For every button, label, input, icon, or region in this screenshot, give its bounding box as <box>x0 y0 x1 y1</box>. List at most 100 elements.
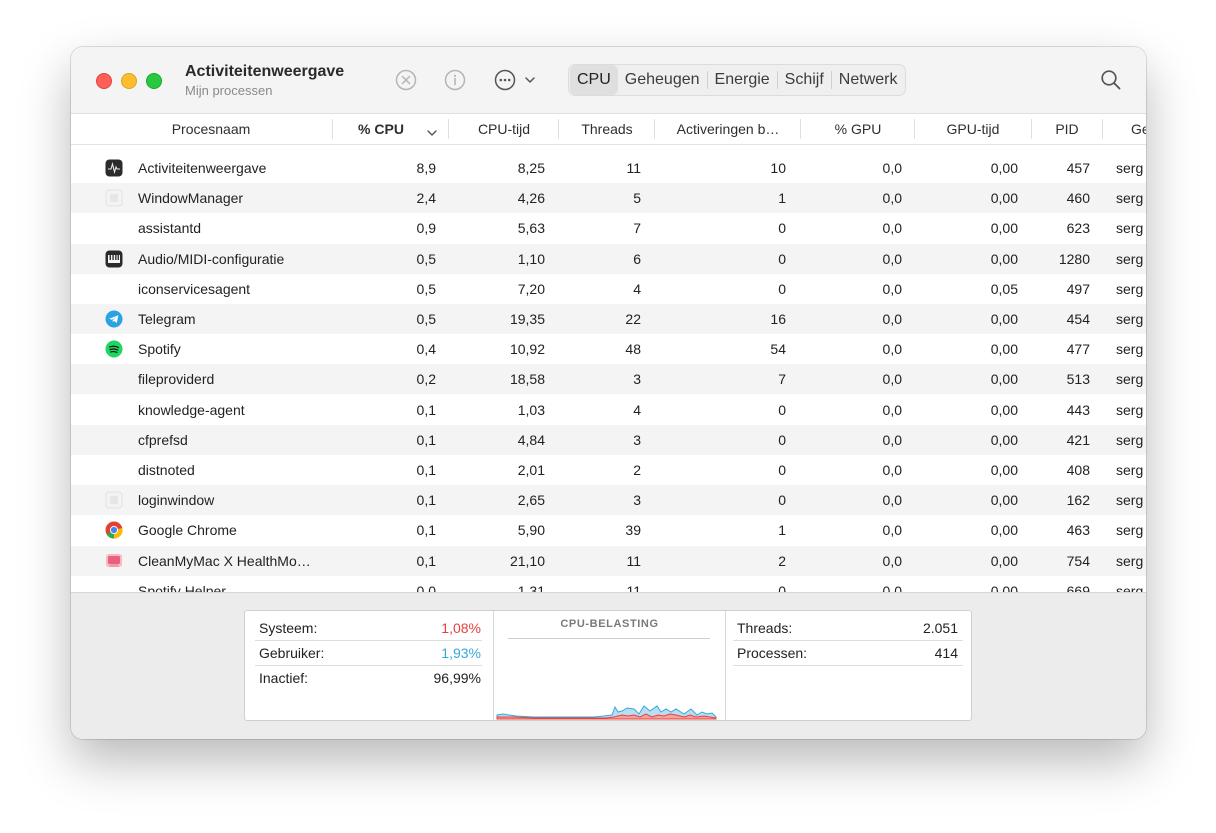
cell-pid: 460 <box>1066 190 1090 207</box>
cell-pid: 513 <box>1066 371 1090 388</box>
stop-process-icon[interactable] <box>395 69 417 96</box>
cell-threads: 3 <box>633 492 641 509</box>
column-separator[interactable] <box>654 119 655 139</box>
cell-gpu-time: 0,00 <box>990 582 1018 592</box>
sort-descending-icon[interactable] <box>426 125 438 143</box>
user-stat: Gebruiker: 1,93% <box>259 641 481 666</box>
table-row[interactable]: knowledge-agent 0,1 1,03 4 0 0,0 0,00 443 serg <box>71 395 1146 425</box>
column-separator[interactable] <box>1102 119 1103 139</box>
cell-gpu-time: 0,00 <box>990 220 1018 237</box>
cell-gpu: 0,0 <box>882 431 902 448</box>
cell-threads: 11 <box>626 552 641 569</box>
cell-gpu-time: 0,00 <box>990 522 1018 539</box>
idle-stat: Inactief: 96,99% <box>259 666 481 691</box>
column-header-process-name[interactable]: Procesnaam <box>171 121 251 137</box>
column-separator[interactable] <box>914 119 915 139</box>
column-header-gpu-time[interactable]: GPU-tijd <box>946 121 1000 137</box>
cell-wakeups: 0 <box>778 582 786 592</box>
cell-user: serg <box>1116 582 1144 592</box>
toolbar: Activiteitenweergave Mijn processen CPU … <box>71 47 1146 114</box>
column-header-wakeups[interactable]: Activeringen b… <box>676 121 780 137</box>
table-row[interactable]: cfprefsd 0,1 4,84 3 0 0,0 0,00 421 serg <box>71 424 1146 455</box>
cell-wakeups: 54 <box>770 341 786 358</box>
close-window-button[interactable] <box>96 73 112 89</box>
zoom-window-button[interactable] <box>146 73 162 89</box>
cell-threads: 4 <box>633 401 641 418</box>
column-header-cpu-time[interactable]: CPU-tijd <box>477 121 531 137</box>
table-row[interactable]: WindowManager 2,4 4,26 5 1 0,0 0,00 460 serg <box>71 183 1146 214</box>
cell-user: serg <box>1116 190 1144 207</box>
table-row[interactable]: loginwindow 0,1 2,65 3 0 0,0 0,00 162 serg <box>71 485 1146 516</box>
table-row[interactable]: Spotify 0,4 10,92 48 54 0,0 0,00 477 serg <box>71 334 1146 364</box>
process-name: iconservicesagent <box>138 280 251 297</box>
cell-pid: 454 <box>1066 311 1090 327</box>
cell-gpu-time: 0,00 <box>990 462 1018 478</box>
divider <box>255 640 482 641</box>
chrome-icon <box>105 521 123 539</box>
cell-gpu-time: 0,05 <box>990 280 1018 297</box>
column-separator[interactable] <box>800 119 801 139</box>
cell-cpu-time: 4,26 <box>517 190 545 207</box>
table-row[interactable]: Telegram 0,5 19,35 22 16 0,0 0,00 454 serg <box>71 304 1146 334</box>
table-row[interactable]: CleanMyMac X HealthMo… 0,1 21,10 11 2 0,0 0,00… <box>71 545 1146 576</box>
ellipsis-menu-icon[interactable] <box>494 69 540 96</box>
column-header-cpu[interactable]: % CPU <box>358 121 404 137</box>
tab-cpu[interactable]: CPU <box>570 65 618 95</box>
cell-gpu-time: 0,00 <box>990 431 1018 448</box>
tab-disk[interactable]: Schijf <box>784 71 824 88</box>
cell-cpu-time: 2,65 <box>517 492 545 509</box>
cell-gpu: 0,0 <box>882 250 902 267</box>
table-row[interactable]: assistantd 0,9 5,63 7 0 0,0 0,00 623 serg <box>71 213 1146 243</box>
cpu-load-graph: CPU-BELASTING <box>493 611 726 720</box>
minimize-window-button[interactable] <box>121 73 137 89</box>
cell-wakeups: 16 <box>770 311 786 327</box>
column-header-threads[interactable]: Threads <box>581 121 633 137</box>
table-row[interactable]: Spotify Helper 0,0 1,31 11 0 0,0 0,00 669 serg <box>71 576 1146 592</box>
cell-cpu: 0,5 <box>416 250 436 267</box>
summary-area: Systeem: 1,08% Gebruiker: 1,93% Inactief… <box>71 592 1146 739</box>
activity-monitor-window: Activiteitenweergave Mijn processen CPU … <box>71 47 1146 739</box>
tab-energy[interactable]: Energie <box>714 71 770 88</box>
info-icon[interactable] <box>444 69 466 96</box>
column-header-user[interactable]: Ge <box>1131 121 1146 137</box>
table-row[interactable]: Activiteitenweergave 8,9 8,25 11 10 0,0 0,00 45… <box>71 153 1146 183</box>
process-name: WindowManager <box>138 190 244 207</box>
user-value: 1,93% <box>441 645 481 661</box>
table-row[interactable]: Google Chrome 0,1 5,90 39 1 0,0 0,00 463 serg <box>71 515 1146 545</box>
column-separator[interactable] <box>448 119 449 139</box>
cell-cpu: 2,4 <box>416 190 436 207</box>
cell-gpu-time: 0,00 <box>990 311 1018 327</box>
cell-threads: 11 <box>626 582 641 592</box>
cell-cpu: 0,9 <box>416 220 436 237</box>
column-header-pid[interactable]: PID <box>1055 121 1079 137</box>
cell-cpu-time: 1,10 <box>517 250 545 267</box>
cell-threads: 5 <box>633 190 641 207</box>
cell-gpu: 0,0 <box>882 522 902 539</box>
cell-cpu: 0,2 <box>416 371 436 388</box>
table-row[interactable]: distnoted 0,1 2,01 2 0 0,0 0,00 408 serg <box>71 455 1146 485</box>
cell-pid: 408 <box>1066 462 1090 478</box>
table-row[interactable]: Audio/MIDI-configuratie 0,5 1,10 6 0 0,0 0,00 1… <box>71 243 1146 274</box>
column-separator[interactable] <box>558 119 559 139</box>
cell-cpu-time: 4,84 <box>517 431 545 448</box>
column-separator[interactable] <box>1031 119 1032 139</box>
cell-gpu-time: 0,00 <box>990 160 1018 176</box>
search-icon[interactable] <box>1100 69 1122 96</box>
column-header-gpu[interactable]: % GPU <box>834 121 882 137</box>
generic-app-icon <box>105 491 123 509</box>
cell-gpu: 0,0 <box>882 220 902 237</box>
cell-threads: 4 <box>633 280 641 297</box>
cell-pid: 421 <box>1066 431 1090 448</box>
table-row[interactable]: fileproviderd 0,2 18,58 3 7 0,0 0,00 513 serg <box>71 364 1146 395</box>
cell-cpu-time: 2,01 <box>517 462 545 478</box>
cell-cpu: 0,1 <box>416 462 436 478</box>
cell-threads: 7 <box>633 220 641 237</box>
column-separator[interactable] <box>332 119 333 139</box>
table-row[interactable]: iconservicesagent 0,5 7,20 4 0 0,0 0,05 497 serg <box>71 274 1146 304</box>
cell-user: serg <box>1116 522 1144 539</box>
cell-pid: 1280 <box>1058 250 1090 267</box>
process-name: knowledge-agent <box>138 401 245 418</box>
tab-memory[interactable]: Geheugen <box>624 71 700 88</box>
cell-gpu: 0,0 <box>882 462 902 478</box>
tab-network[interactable]: Netwerk <box>838 71 898 88</box>
